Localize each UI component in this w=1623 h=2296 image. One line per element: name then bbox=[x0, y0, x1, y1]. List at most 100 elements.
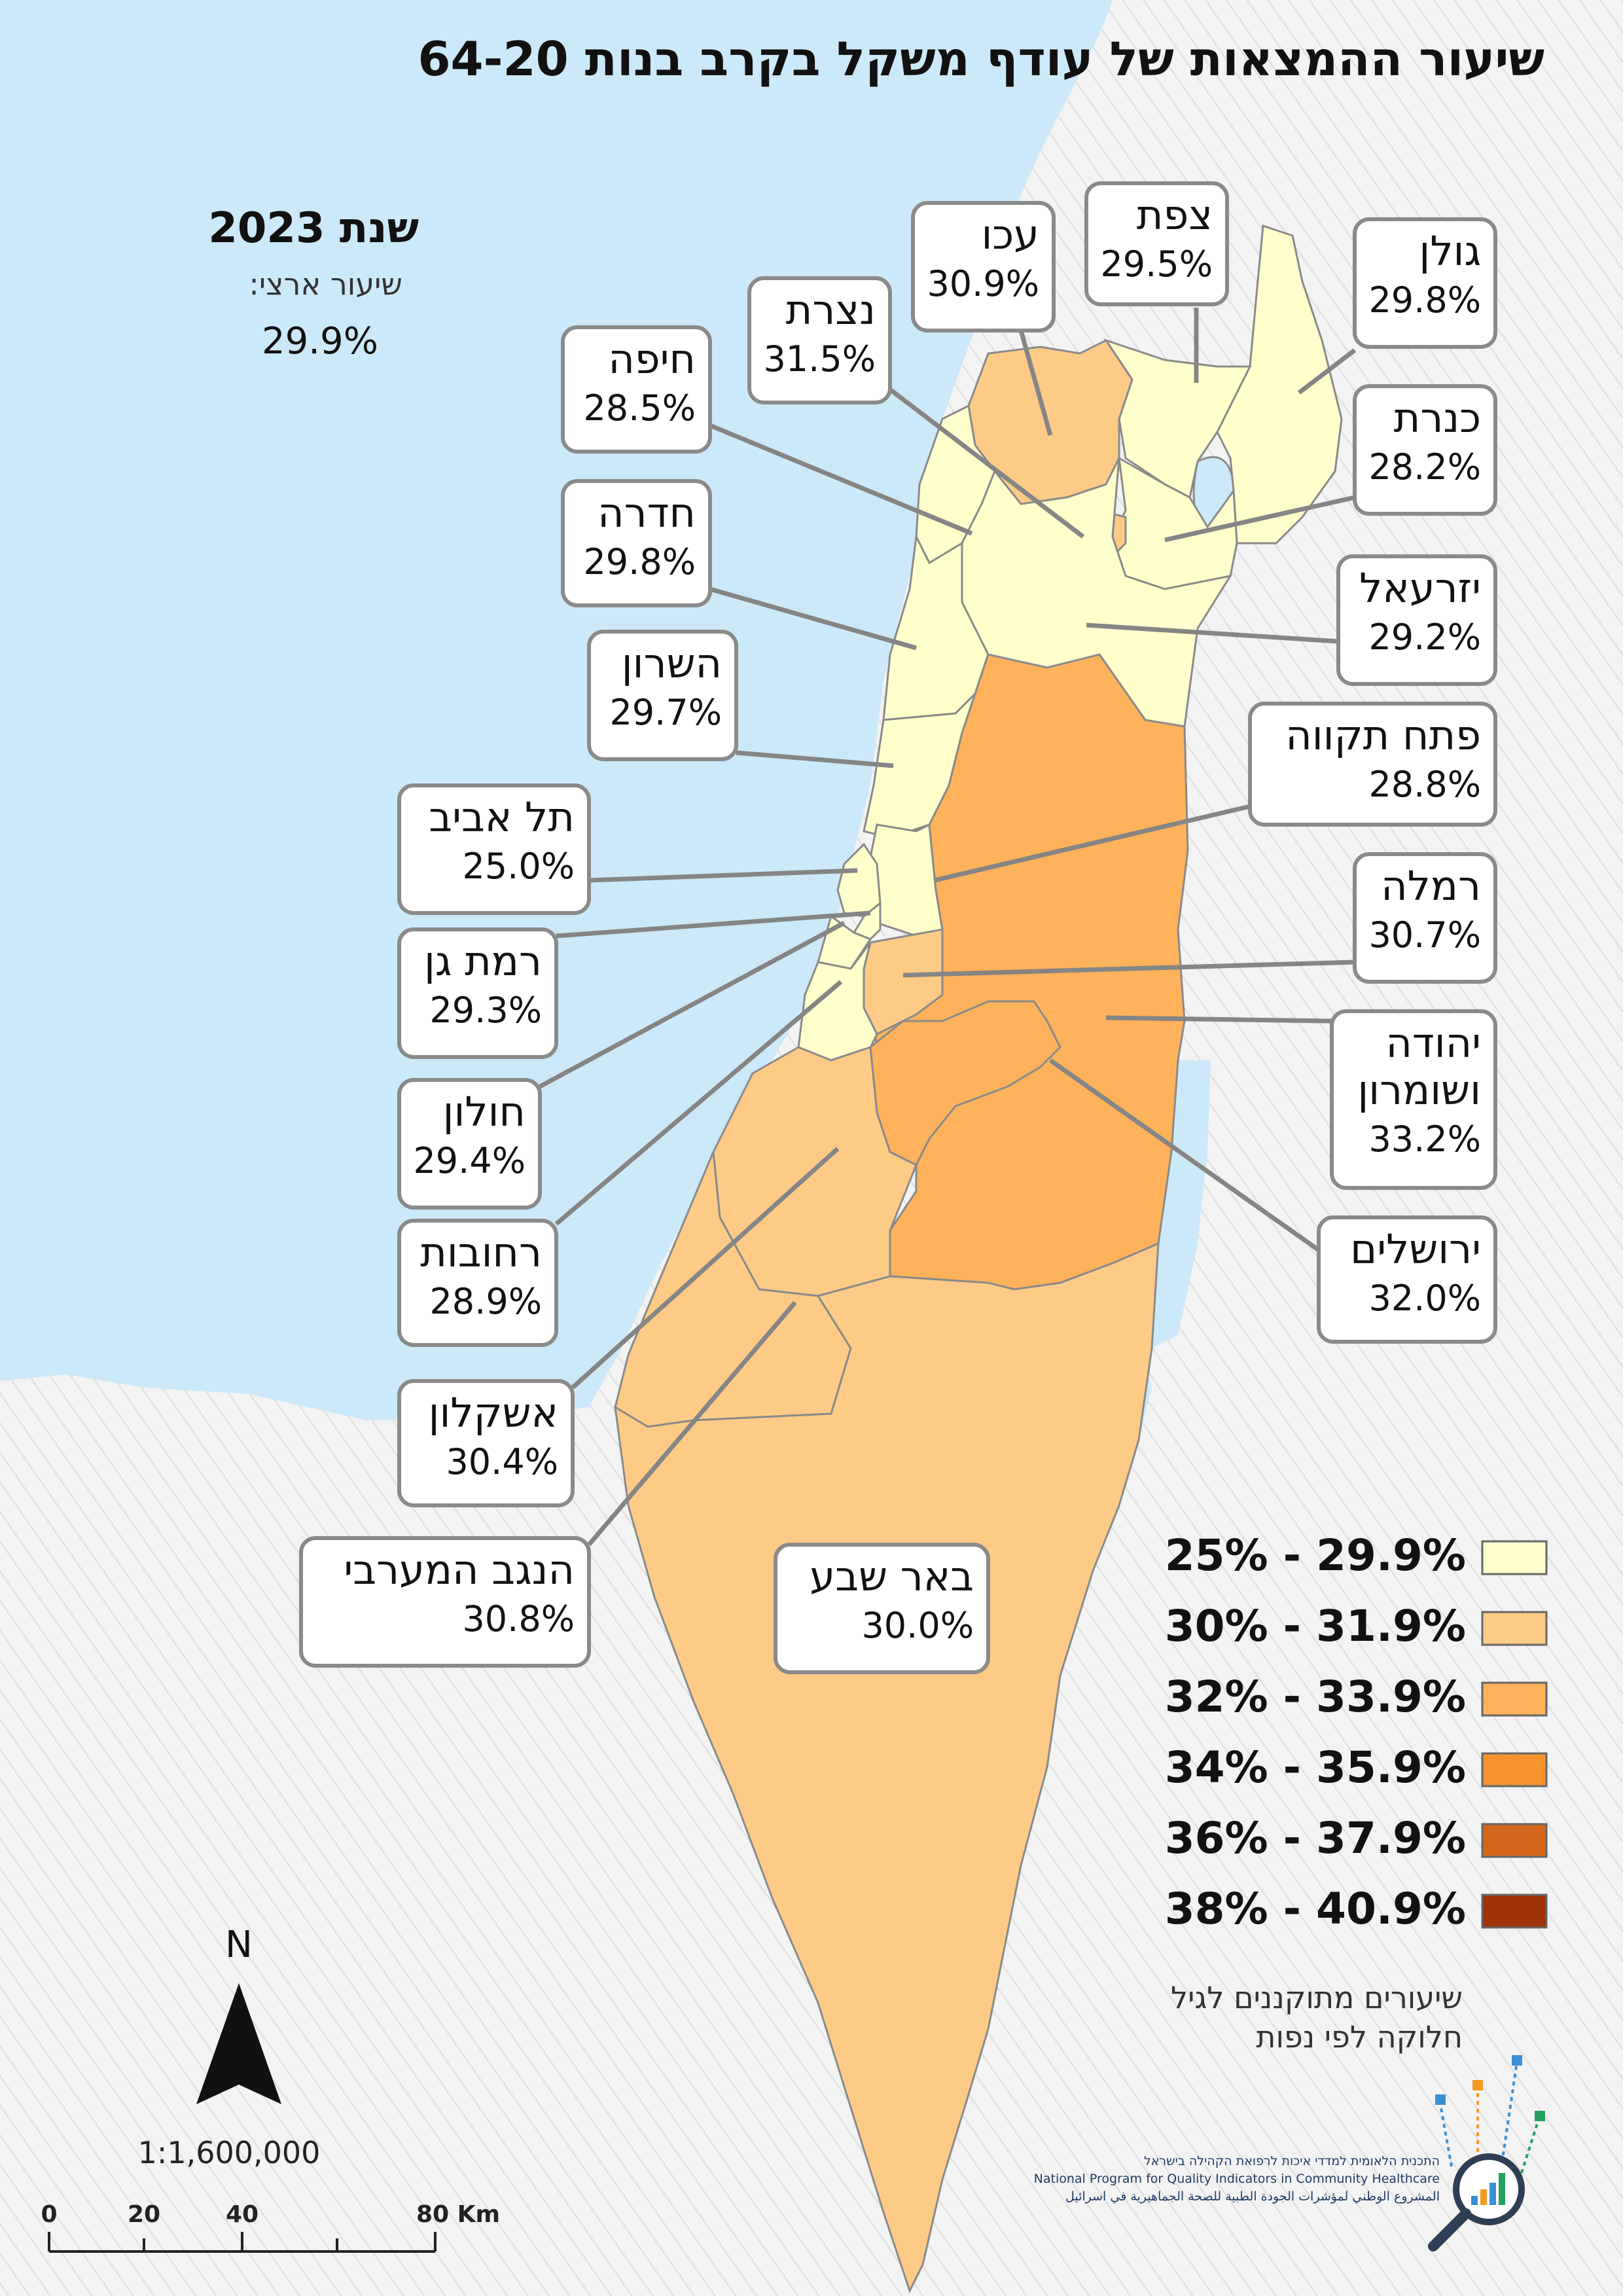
callout-tel-aviv[interactable]: תל אביב 25.0% bbox=[397, 783, 591, 915]
legend-label-1: 30% - 31.9% bbox=[1165, 1601, 1466, 1651]
callout-box bbox=[299, 1536, 591, 1668]
district-beersheba[interactable] bbox=[614, 1242, 1160, 2293]
map-title: שיעור ההמצאות של עודף משקל בקרב בנות 64-… bbox=[418, 31, 1544, 86]
legend-label-3: 34% - 35.9% bbox=[1165, 1742, 1466, 1793]
callout-box bbox=[397, 783, 591, 915]
district-name-petah-tikva: פתח תקווה bbox=[1285, 711, 1481, 759]
district-value-haifa: 28.5% bbox=[583, 387, 696, 429]
leader-line-ramla bbox=[902, 960, 1355, 978]
district-value-tel-aviv: 25.0% bbox=[462, 846, 575, 887]
scale-tick-80: 80 Km bbox=[416, 2201, 500, 2228]
leader-line-haifa bbox=[709, 423, 973, 536]
district-name-ramat-gan: רמת גן bbox=[424, 937, 542, 985]
magnifier-icon bbox=[1428, 2055, 1545, 2251]
district-value-hadera: 29.8% bbox=[583, 541, 696, 583]
logo-text-en: National Program for Quality Indicators … bbox=[1034, 2172, 1440, 2186]
callout-box bbox=[397, 1379, 575, 1507]
district-name-hadera: חדרה bbox=[597, 489, 696, 537]
district-name-sharon: השרון bbox=[622, 639, 722, 687]
callout-box bbox=[587, 630, 738, 761]
district-value-acre: 30.9% bbox=[927, 263, 1039, 304]
leader-line-holon bbox=[539, 920, 846, 1089]
leader-line-nazareth bbox=[888, 387, 1085, 539]
national-rate-label: שיעור ארצי: bbox=[249, 266, 402, 302]
scale-bar: 0 20 40 80 Km bbox=[41, 2201, 500, 2253]
leader-line-ashkelon bbox=[571, 1147, 840, 1390]
district-name-ashkelon: אשקלון bbox=[429, 1389, 558, 1437]
legend-label-5: 38% - 40.9% bbox=[1165, 1884, 1466, 1934]
district-name-jezreel: יזרעאל bbox=[1359, 564, 1481, 612]
scale-tick-0: 0 bbox=[41, 2201, 57, 2228]
callout-jerusalem[interactable]: ירושלים 32.0% bbox=[1317, 1215, 1497, 1344]
scale-tick-40: 40 bbox=[226, 2201, 259, 2228]
dead-sea bbox=[1152, 1060, 1211, 1348]
callout-box bbox=[1353, 217, 1497, 349]
district-value-jerusalem: 32.0% bbox=[1368, 1278, 1481, 1319]
district-value-golan: 29.8% bbox=[1368, 279, 1481, 321]
district-name-kinneret: כנרת bbox=[1394, 394, 1481, 442]
note-line-1: שיעורים מתוקננים לגיל bbox=[1171, 1980, 1463, 2015]
district-name-safed: צפת bbox=[1137, 191, 1213, 239]
program-logo: התכנית הלאומית למדדי איכות לרפואת הקהילה… bbox=[1034, 2055, 1545, 2251]
district-name-tel-aviv: תל אביב bbox=[429, 793, 575, 841]
leader-line-hadera bbox=[709, 586, 917, 651]
legend-swatch-4 bbox=[1481, 1823, 1548, 1858]
callout-jezreel[interactable]: יזרעאל 29.2% bbox=[1336, 554, 1497, 686]
callout-box bbox=[1353, 384, 1497, 516]
district-name-nazareth: נצרת bbox=[786, 286, 876, 334]
leader-line-jerusalem bbox=[1048, 1058, 1321, 1252]
national-rate-value: 29.9% bbox=[262, 320, 378, 363]
legend-label-4: 36% - 37.9% bbox=[1165, 1813, 1466, 1863]
leader-line-rehovot bbox=[554, 980, 843, 1226]
district-ramat-gan[interactable] bbox=[852, 901, 882, 941]
district-value-beersheba: 30.0% bbox=[861, 1605, 974, 1646]
legend-swatch-3 bbox=[1481, 1752, 1548, 1787]
leader-line-kinneret bbox=[1164, 495, 1355, 543]
north-arrow-icon: N bbox=[196, 1924, 281, 2104]
callout-sharon[interactable]: השרון 29.7% bbox=[587, 630, 738, 761]
district-name-western-negev: הנגב המערבי bbox=[344, 1546, 575, 1594]
district-name-holon: חולון bbox=[443, 1088, 526, 1136]
callout-rehovot[interactable]: רחובות 28.9% bbox=[397, 1219, 558, 1347]
leader-line-tel-aviv bbox=[588, 868, 858, 883]
district-value-safed: 29.5% bbox=[1100, 243, 1213, 285]
logo-text-ar: المشروع الوطني لمؤشرات الجودة الطبية للص… bbox=[1065, 2189, 1440, 2204]
callout-box bbox=[1317, 1215, 1497, 1344]
legend: 25% - 29.9% 30% - 31.9% 32% - 33.9% 34% - 3… bbox=[1165, 1530, 1548, 1934]
district-name-rehovot: רחובות bbox=[420, 1229, 542, 1276]
district-value-judea-samaria: 33.2% bbox=[1368, 1119, 1481, 1160]
callout-ramat-gan[interactable]: רמת גן 29.3% bbox=[397, 927, 558, 1059]
district-value-holon: 29.4% bbox=[413, 1140, 526, 1181]
leader-line-golan bbox=[1297, 348, 1357, 395]
district-value-ramat-gan: 29.3% bbox=[429, 990, 542, 1031]
district-value-petah-tikva: 28.8% bbox=[1368, 764, 1481, 805]
scale-tick-20: 20 bbox=[128, 2201, 160, 2228]
district-value-ramla: 30.7% bbox=[1368, 914, 1481, 956]
district-value-rehovot: 28.9% bbox=[429, 1281, 542, 1322]
callout-box bbox=[561, 479, 712, 607]
district-name-ramla: רמלה bbox=[1381, 862, 1481, 910]
callout-box bbox=[397, 927, 558, 1059]
callout-box bbox=[397, 1078, 542, 1210]
callout-box bbox=[561, 325, 712, 454]
callout-box bbox=[1353, 852, 1497, 984]
district-value-western-negev: 30.8% bbox=[462, 1598, 575, 1640]
callout-box bbox=[911, 201, 1056, 332]
callout-petah-tikva[interactable]: פתח תקווה 28.8% bbox=[1248, 702, 1497, 827]
legend-swatch-1 bbox=[1481, 1611, 1548, 1646]
callout-beersheba[interactable]: באר שבע 30.0% bbox=[774, 1543, 990, 1674]
legend-label-2: 32% - 33.9% bbox=[1165, 1672, 1466, 1722]
